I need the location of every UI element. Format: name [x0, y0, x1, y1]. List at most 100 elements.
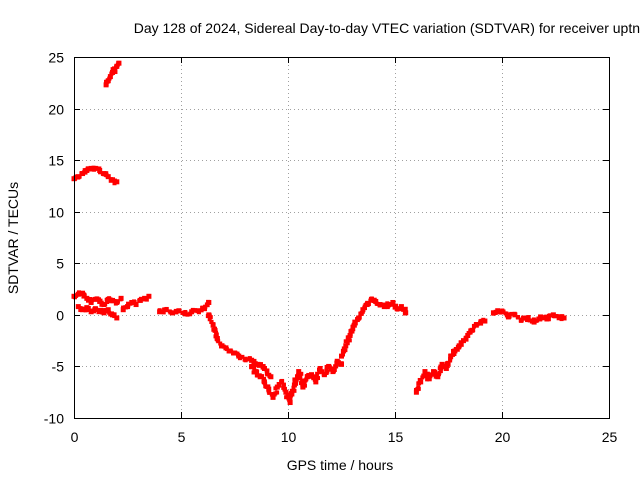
data-point-fill	[403, 306, 408, 311]
data-point-fill	[351, 327, 356, 332]
data-point-fill	[185, 312, 190, 317]
data-point-fill	[548, 313, 553, 318]
data-point-fill	[475, 322, 480, 327]
data-point-fill	[103, 302, 108, 307]
data-point-fill	[106, 299, 111, 304]
data-point-fill	[366, 302, 371, 307]
data-point-fill	[203, 304, 208, 309]
data-point-fill	[362, 306, 367, 311]
data-point-fill	[386, 303, 391, 308]
data-point	[261, 365, 267, 371]
data-point	[116, 60, 122, 66]
data-point-fill	[379, 302, 384, 307]
series-arc-g	[339, 296, 409, 359]
data-point-fill	[251, 360, 256, 365]
data-point-fill	[507, 314, 512, 319]
data-point	[101, 310, 107, 316]
data-point-fill	[448, 353, 453, 358]
data-point-fill	[266, 384, 271, 389]
data-point-fill	[275, 390, 280, 395]
data-point-fill	[554, 313, 559, 318]
data-point-fill	[94, 307, 99, 312]
data-point-fill	[98, 170, 103, 175]
data-point	[518, 317, 524, 323]
data-point	[75, 304, 81, 310]
data-point-fill	[110, 177, 115, 182]
data-point-fill	[224, 347, 229, 352]
data-point-fill	[348, 332, 353, 337]
data-point-fill	[99, 302, 104, 307]
data-point-fill	[527, 318, 532, 323]
data-point-fill	[258, 374, 263, 379]
data-point-fill	[199, 308, 204, 313]
data-point-fill	[430, 372, 435, 377]
series-arc-h	[413, 317, 488, 395]
data-point-fill	[73, 176, 78, 181]
data-point	[283, 389, 289, 395]
data-point	[456, 343, 462, 349]
data-point-fill	[196, 310, 201, 315]
data-point-fill	[438, 369, 443, 374]
data-point-fill	[300, 385, 305, 390]
data-point-fill	[291, 385, 296, 390]
data-point-fill	[509, 311, 514, 316]
data-point-fill	[282, 386, 287, 391]
data-point-fill	[491, 311, 496, 316]
data-point-fill	[471, 328, 476, 333]
data-point-fill	[252, 366, 257, 371]
data-point-fill	[177, 308, 182, 313]
data-point	[296, 369, 302, 375]
data-point	[482, 318, 488, 324]
series-arc-c	[120, 293, 152, 313]
data-point-fill	[207, 317, 212, 322]
series-arc-high-a	[103, 60, 122, 88]
data-point-fill	[391, 302, 396, 307]
data-point	[146, 293, 152, 299]
data-point	[114, 179, 120, 185]
data-point	[84, 295, 90, 301]
data-point-fill	[289, 388, 294, 393]
x-tick-label: 5	[178, 429, 186, 445]
data-point-fill	[442, 363, 447, 368]
series-arc-i	[490, 308, 567, 325]
data-point-fill	[458, 340, 463, 345]
y-tick-labels: -10 -5 0 5 10 15 20 25	[44, 50, 64, 427]
data-point	[443, 365, 449, 371]
data-point-fill	[417, 377, 422, 382]
data-point	[120, 307, 126, 313]
data-point-fill	[77, 174, 82, 179]
grid-lines	[74, 57, 609, 418]
data-point-fill	[292, 380, 297, 385]
data-point-fill	[94, 296, 99, 301]
series-arc-low-a	[71, 290, 124, 308]
series-arc-e	[205, 312, 274, 380]
data-point-fill	[164, 306, 169, 311]
data-point	[561, 315, 567, 321]
data-point-fill	[256, 363, 261, 368]
data-point-fill	[76, 290, 81, 295]
data-point-fill	[94, 166, 99, 171]
series-arc-low-b	[75, 304, 120, 321]
y-tick-label: 20	[48, 102, 64, 118]
data-point-fill	[208, 315, 213, 320]
data-point	[270, 394, 276, 400]
data-point-fill	[315, 371, 320, 376]
data-point-fill	[336, 361, 341, 366]
data-point-fill	[353, 321, 358, 326]
y-tick-label: -5	[52, 359, 65, 375]
x-tick-label: 20	[495, 429, 511, 445]
data-point-fill	[540, 316, 545, 321]
data-point-fill	[209, 319, 214, 324]
y-tick-label: 25	[48, 50, 64, 66]
data-point-fill	[104, 171, 109, 176]
data-point-fill	[244, 357, 249, 362]
data-point-fill	[255, 369, 260, 374]
data-point-fill	[216, 339, 221, 344]
data-point-fill	[345, 341, 350, 346]
data-point-fill	[545, 316, 550, 321]
data-point-fill	[112, 314, 117, 319]
data-point-fill	[258, 362, 263, 367]
data-point-fill	[262, 376, 267, 381]
data-point-fill	[92, 309, 97, 314]
